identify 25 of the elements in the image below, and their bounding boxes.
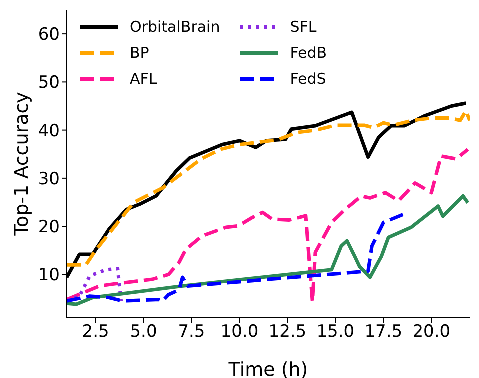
y-tick-label: 50 [38,73,60,94]
legend-label: SFL [290,18,317,36]
y-tick-label: 40 [38,121,60,142]
line-series [67,194,470,306]
y-tick-label: 20 [38,218,60,238]
x-tick-label: 7.5 [178,322,206,342]
x-tick-label: 17.5 [364,322,403,342]
legend-label: AFL [130,70,158,88]
y-tick-label: 10 [38,266,60,286]
legend-label: OrbitalBrain [130,18,220,36]
x-tick-label: 20.0 [412,322,451,342]
line-series [67,212,406,303]
y-tick-label: 60 [38,25,60,46]
y-tick-label: 30 [38,169,60,190]
y-axis-title: Top-1 Accuracy [11,92,33,237]
x-tick-label: 5.0 [130,322,158,342]
x-tick-label: 15.0 [316,322,355,342]
line-series [67,267,124,303]
x-tick-label: 2.5 [82,322,110,342]
legend-label: BP [130,44,150,62]
x-tick-label: 12.5 [268,322,307,342]
line-series [67,148,470,304]
legend-label: FedB [290,44,328,62]
x-tick-label: 10.0 [220,322,259,342]
legend-label: FedS [290,70,326,88]
